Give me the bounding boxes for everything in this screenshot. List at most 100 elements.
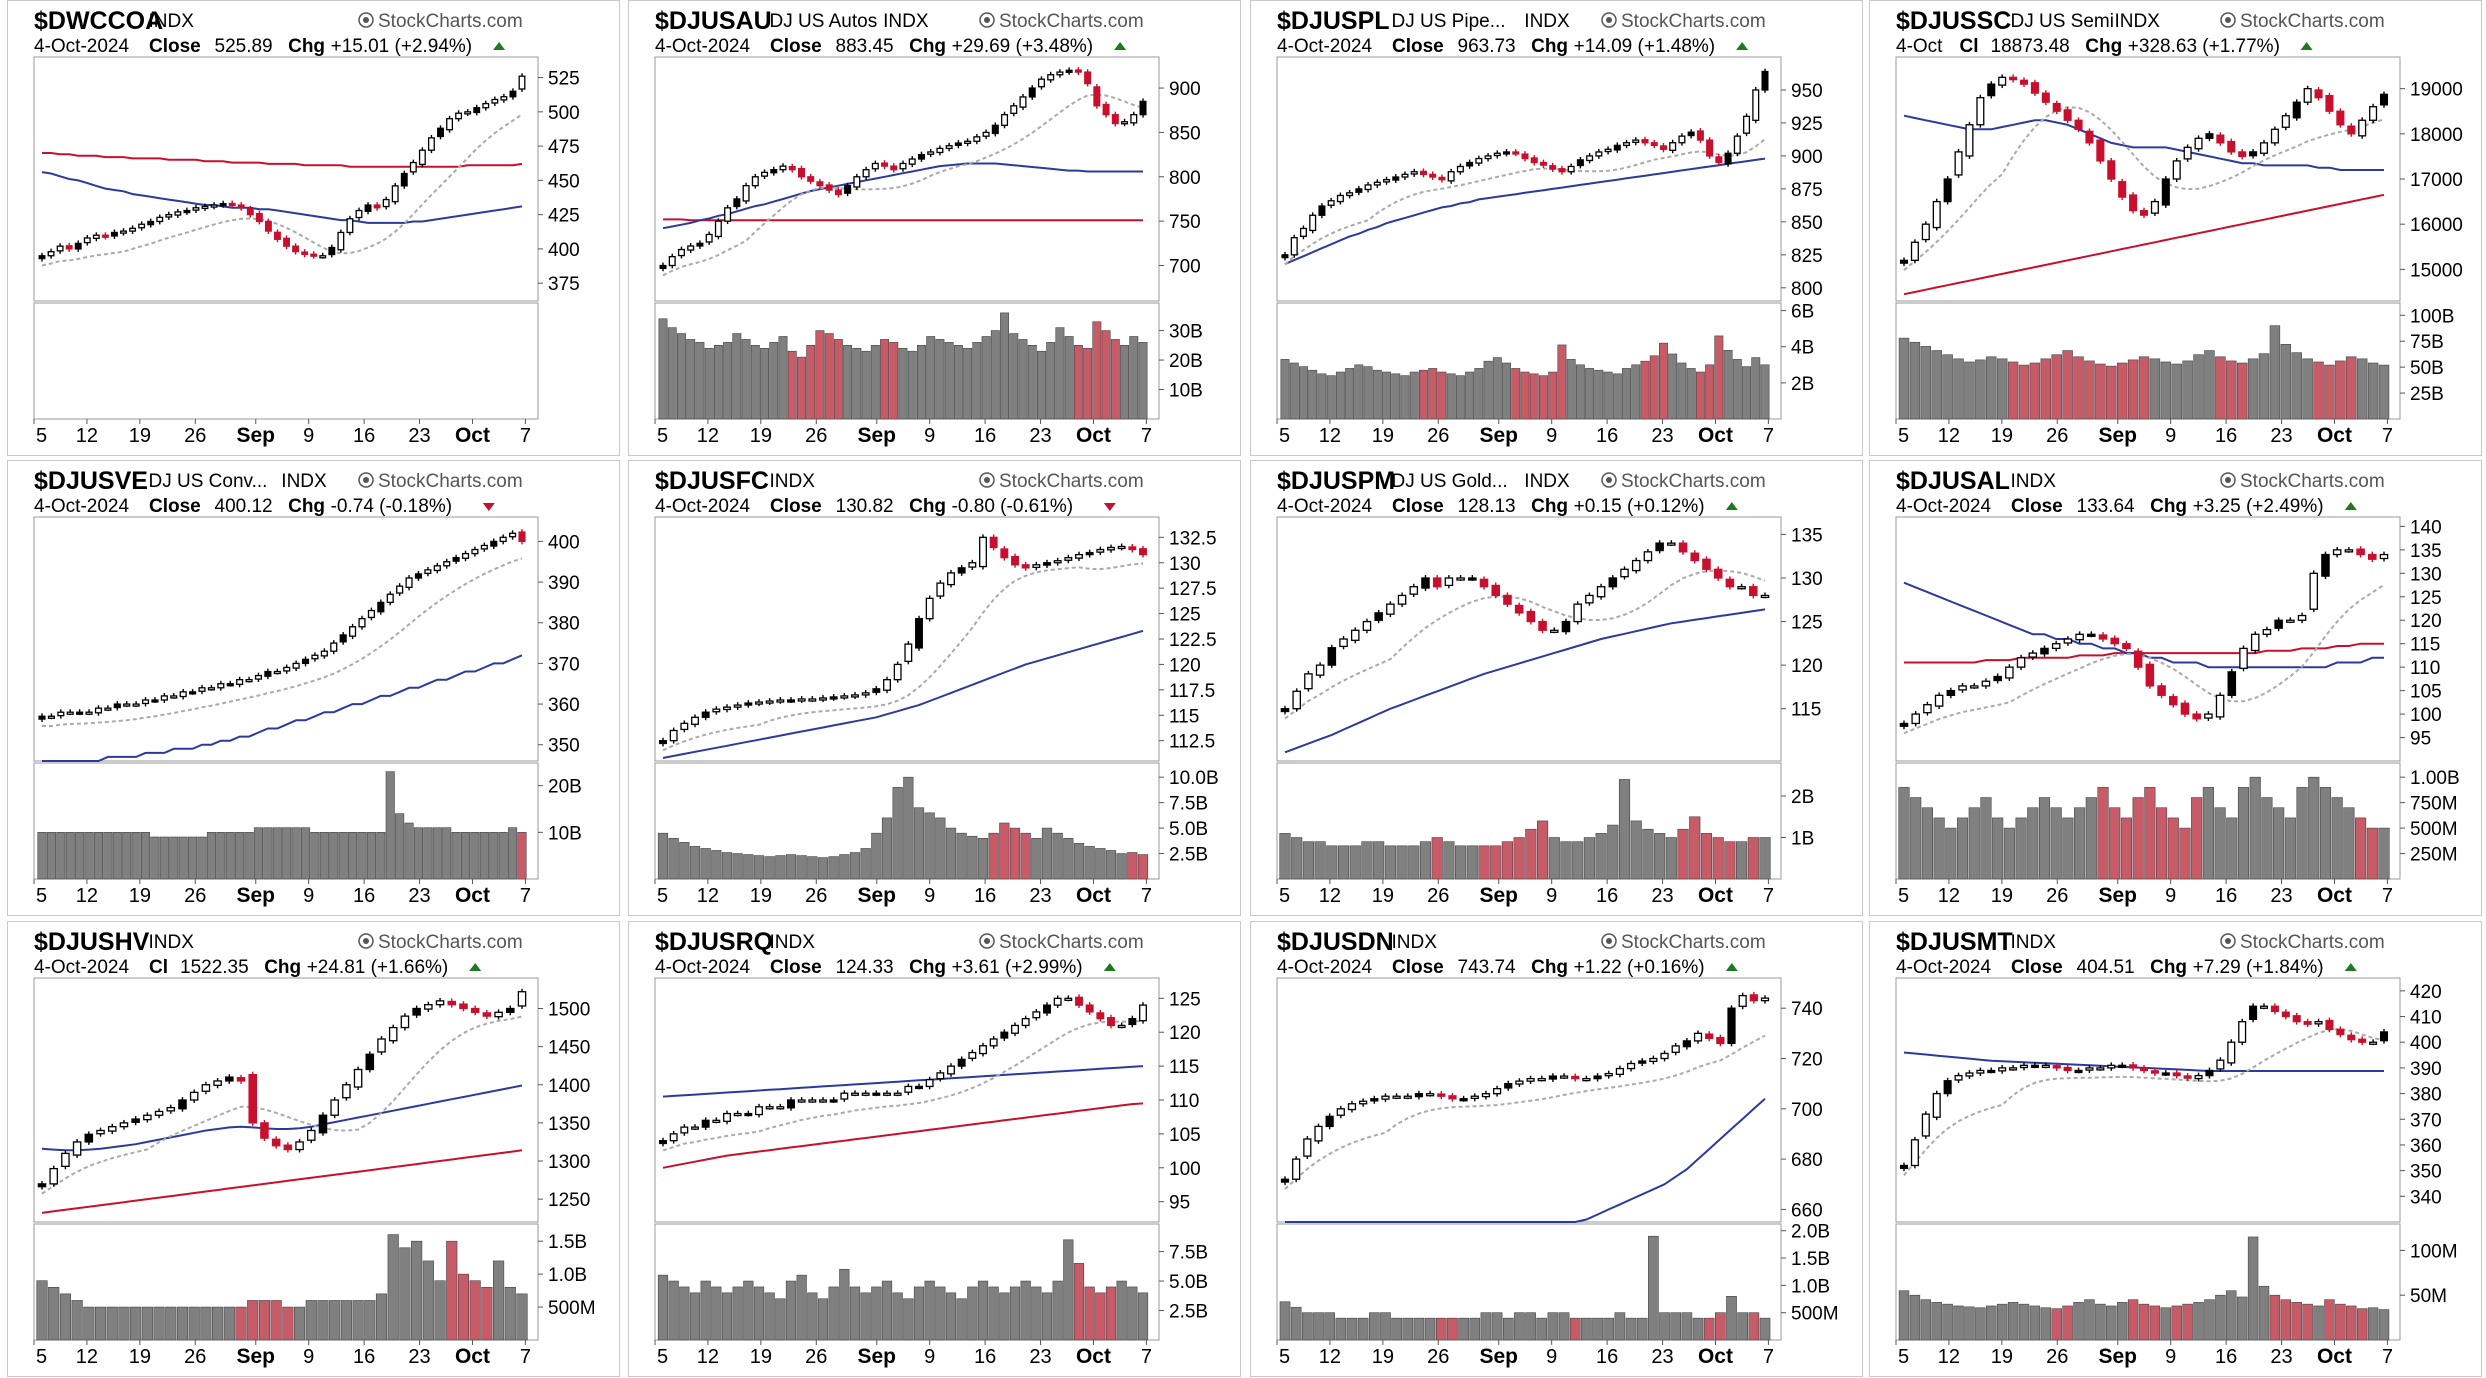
- volume-bar: [2003, 827, 2015, 880]
- moving-average-gray: [662, 562, 1144, 752]
- volume-bar: [65, 832, 75, 880]
- candle-body: [1056, 71, 1064, 76]
- candle-body: [1401, 173, 1409, 178]
- candle-body: [954, 142, 962, 146]
- chart-panel[interactable]: $DJUSVE DJ US Conv... INDX StockCharts.com 4…: [7, 460, 620, 916]
- candle-body: [1743, 115, 1751, 134]
- volume-bar: [815, 330, 825, 420]
- volume-bar: [1689, 816, 1701, 880]
- candle-body: [1386, 603, 1395, 615]
- candle-body: [292, 662, 300, 669]
- chart-panel[interactable]: $DJUSRQ INDX StockCharts.com 4-Oct-2024 Clos…: [628, 921, 1241, 1377]
- candle-body: [1043, 562, 1051, 566]
- brand-label: StockCharts.com: [2240, 932, 2385, 953]
- chart-panel[interactable]: $DWCCOA INDX StockCharts.com 4-Oct-2024 Clos…: [7, 0, 620, 456]
- chart-panel[interactable]: $DJUSPL DJ US Pipe... INDX StockCharts.com 4…: [1250, 0, 1863, 456]
- volume-bar: [2116, 362, 2128, 420]
- candle-body: [271, 1138, 281, 1147]
- candle-body: [2096, 139, 2105, 162]
- volume-bar: [1357, 1317, 1369, 1341]
- volume-bar: [1289, 362, 1299, 420]
- volume-tick-label: 7.5B: [1169, 794, 1208, 815]
- candle-body: [1117, 1024, 1126, 1029]
- volume-bar: [1520, 371, 1530, 420]
- chart-date: 4-Oct-2024: [655, 36, 750, 57]
- volume-bar: [1648, 1235, 1659, 1341]
- candle-body: [455, 112, 463, 120]
- candle-body: [494, 1011, 503, 1018]
- candle-body: [701, 1119, 710, 1128]
- candle-body: [2270, 1005, 2279, 1013]
- x-tick-label: 12: [76, 1346, 98, 1368]
- x-tick-label: 7: [520, 1346, 531, 1368]
- candle-body: [982, 131, 990, 137]
- x-tick-label: Sep: [1480, 424, 1519, 447]
- chart-exchange: INDX: [883, 11, 929, 32]
- volume-bar: [743, 854, 754, 880]
- volume-bar: [1083, 347, 1093, 420]
- chg-label: Chg: [288, 496, 325, 517]
- price-tick-label: 1400: [548, 1076, 590, 1097]
- x-tick-label: 23: [408, 1346, 430, 1368]
- candle-body: [2063, 1066, 2072, 1072]
- chart-panel[interactable]: $DJUSSC DJ US Semi INDX StockCharts.com 4-Oc…: [1869, 0, 2482, 456]
- candle-body: [132, 703, 140, 707]
- candle-body: [506, 1007, 515, 1013]
- volume-bar: [498, 832, 508, 880]
- chart-panel[interactable]: $DJUSMT INDX StockCharts.com 4-Oct-2024 Clos…: [1869, 921, 2482, 1377]
- volume-bar: [713, 345, 723, 420]
- volume-bar: [1073, 345, 1083, 420]
- candle-body: [2028, 652, 2038, 658]
- price-tick-label: 125: [1169, 989, 1201, 1010]
- candle-body: [2238, 1021, 2247, 1043]
- candle-body: [968, 562, 977, 568]
- candle-body: [1715, 156, 1723, 164]
- x-tick-label: 9: [303, 885, 314, 907]
- volume-bar: [1714, 335, 1724, 420]
- volume-bar: [1898, 787, 1910, 880]
- volume-bar: [2085, 797, 2097, 880]
- price-tick-label: 450: [548, 171, 580, 192]
- volume-tick-label: 1.5B: [548, 1232, 587, 1253]
- candle-body: [367, 609, 375, 619]
- candle-body: [424, 1004, 433, 1010]
- candle-body: [1028, 87, 1036, 98]
- chart-panel[interactable]: $DJUSAU DJ US Autos INDX StockCharts.com 4-O…: [628, 0, 1241, 456]
- brand-label: StockCharts.com: [378, 932, 523, 953]
- x-tick-label: 16: [974, 425, 996, 447]
- volume-bar: [2007, 361, 2019, 420]
- candle-body: [1724, 152, 1732, 165]
- volume-bar: [787, 350, 797, 420]
- candle-body: [409, 161, 417, 173]
- copyright-icon-dot: [1606, 17, 1612, 23]
- price-pane: [654, 977, 1160, 1223]
- candle-body: [355, 209, 363, 219]
- volume-bar: [94, 1306, 107, 1341]
- candle-body: [2262, 628, 2272, 635]
- volume-bar: [2313, 1305, 2324, 1341]
- volume-bar: [2040, 1307, 2052, 1341]
- volume-bar: [881, 817, 893, 880]
- price-tick-label: 95: [1169, 1193, 1190, 1214]
- chart-panel[interactable]: $DJUSPM DJ US Gold... INDX StockCharts.com 4…: [1250, 460, 1863, 916]
- chart-panel[interactable]: $DJUSHV INDX StockCharts.com 4-Oct-2024 Cl 15…: [7, 921, 620, 1377]
- moving-average-gray: [42, 557, 523, 727]
- candle-body: [1403, 1095, 1412, 1099]
- volume-bar: [212, 1306, 224, 1341]
- volume-bar: [122, 832, 132, 880]
- volume-bar: [839, 1268, 850, 1341]
- x-tick-label: 23: [408, 885, 430, 907]
- x-tick-label: 7: [520, 885, 531, 907]
- chart-panel[interactable]: $DJUSFC INDX StockCharts.com 4-Oct-2024 Clos…: [628, 460, 1241, 916]
- volume-tick-label: 25B: [2410, 384, 2444, 405]
- candle-body: [1438, 176, 1446, 181]
- volume-bar: [2367, 1307, 2379, 1341]
- x-tick-label: 12: [697, 425, 719, 447]
- chart-panel[interactable]: $DJUSDN INDX StockCharts.com 4-Oct-2024 Clos…: [1250, 921, 1863, 1377]
- candle-body: [2041, 1064, 2050, 1068]
- x-tick-label: 16: [974, 1346, 996, 1368]
- volume-bar: [1480, 1312, 1492, 1341]
- chart-panel[interactable]: $DJUSAL INDX StockCharts.com 4-Oct-2024 Clos…: [1869, 460, 2482, 916]
- volume-bar: [892, 1292, 903, 1341]
- candle-body: [295, 1141, 304, 1151]
